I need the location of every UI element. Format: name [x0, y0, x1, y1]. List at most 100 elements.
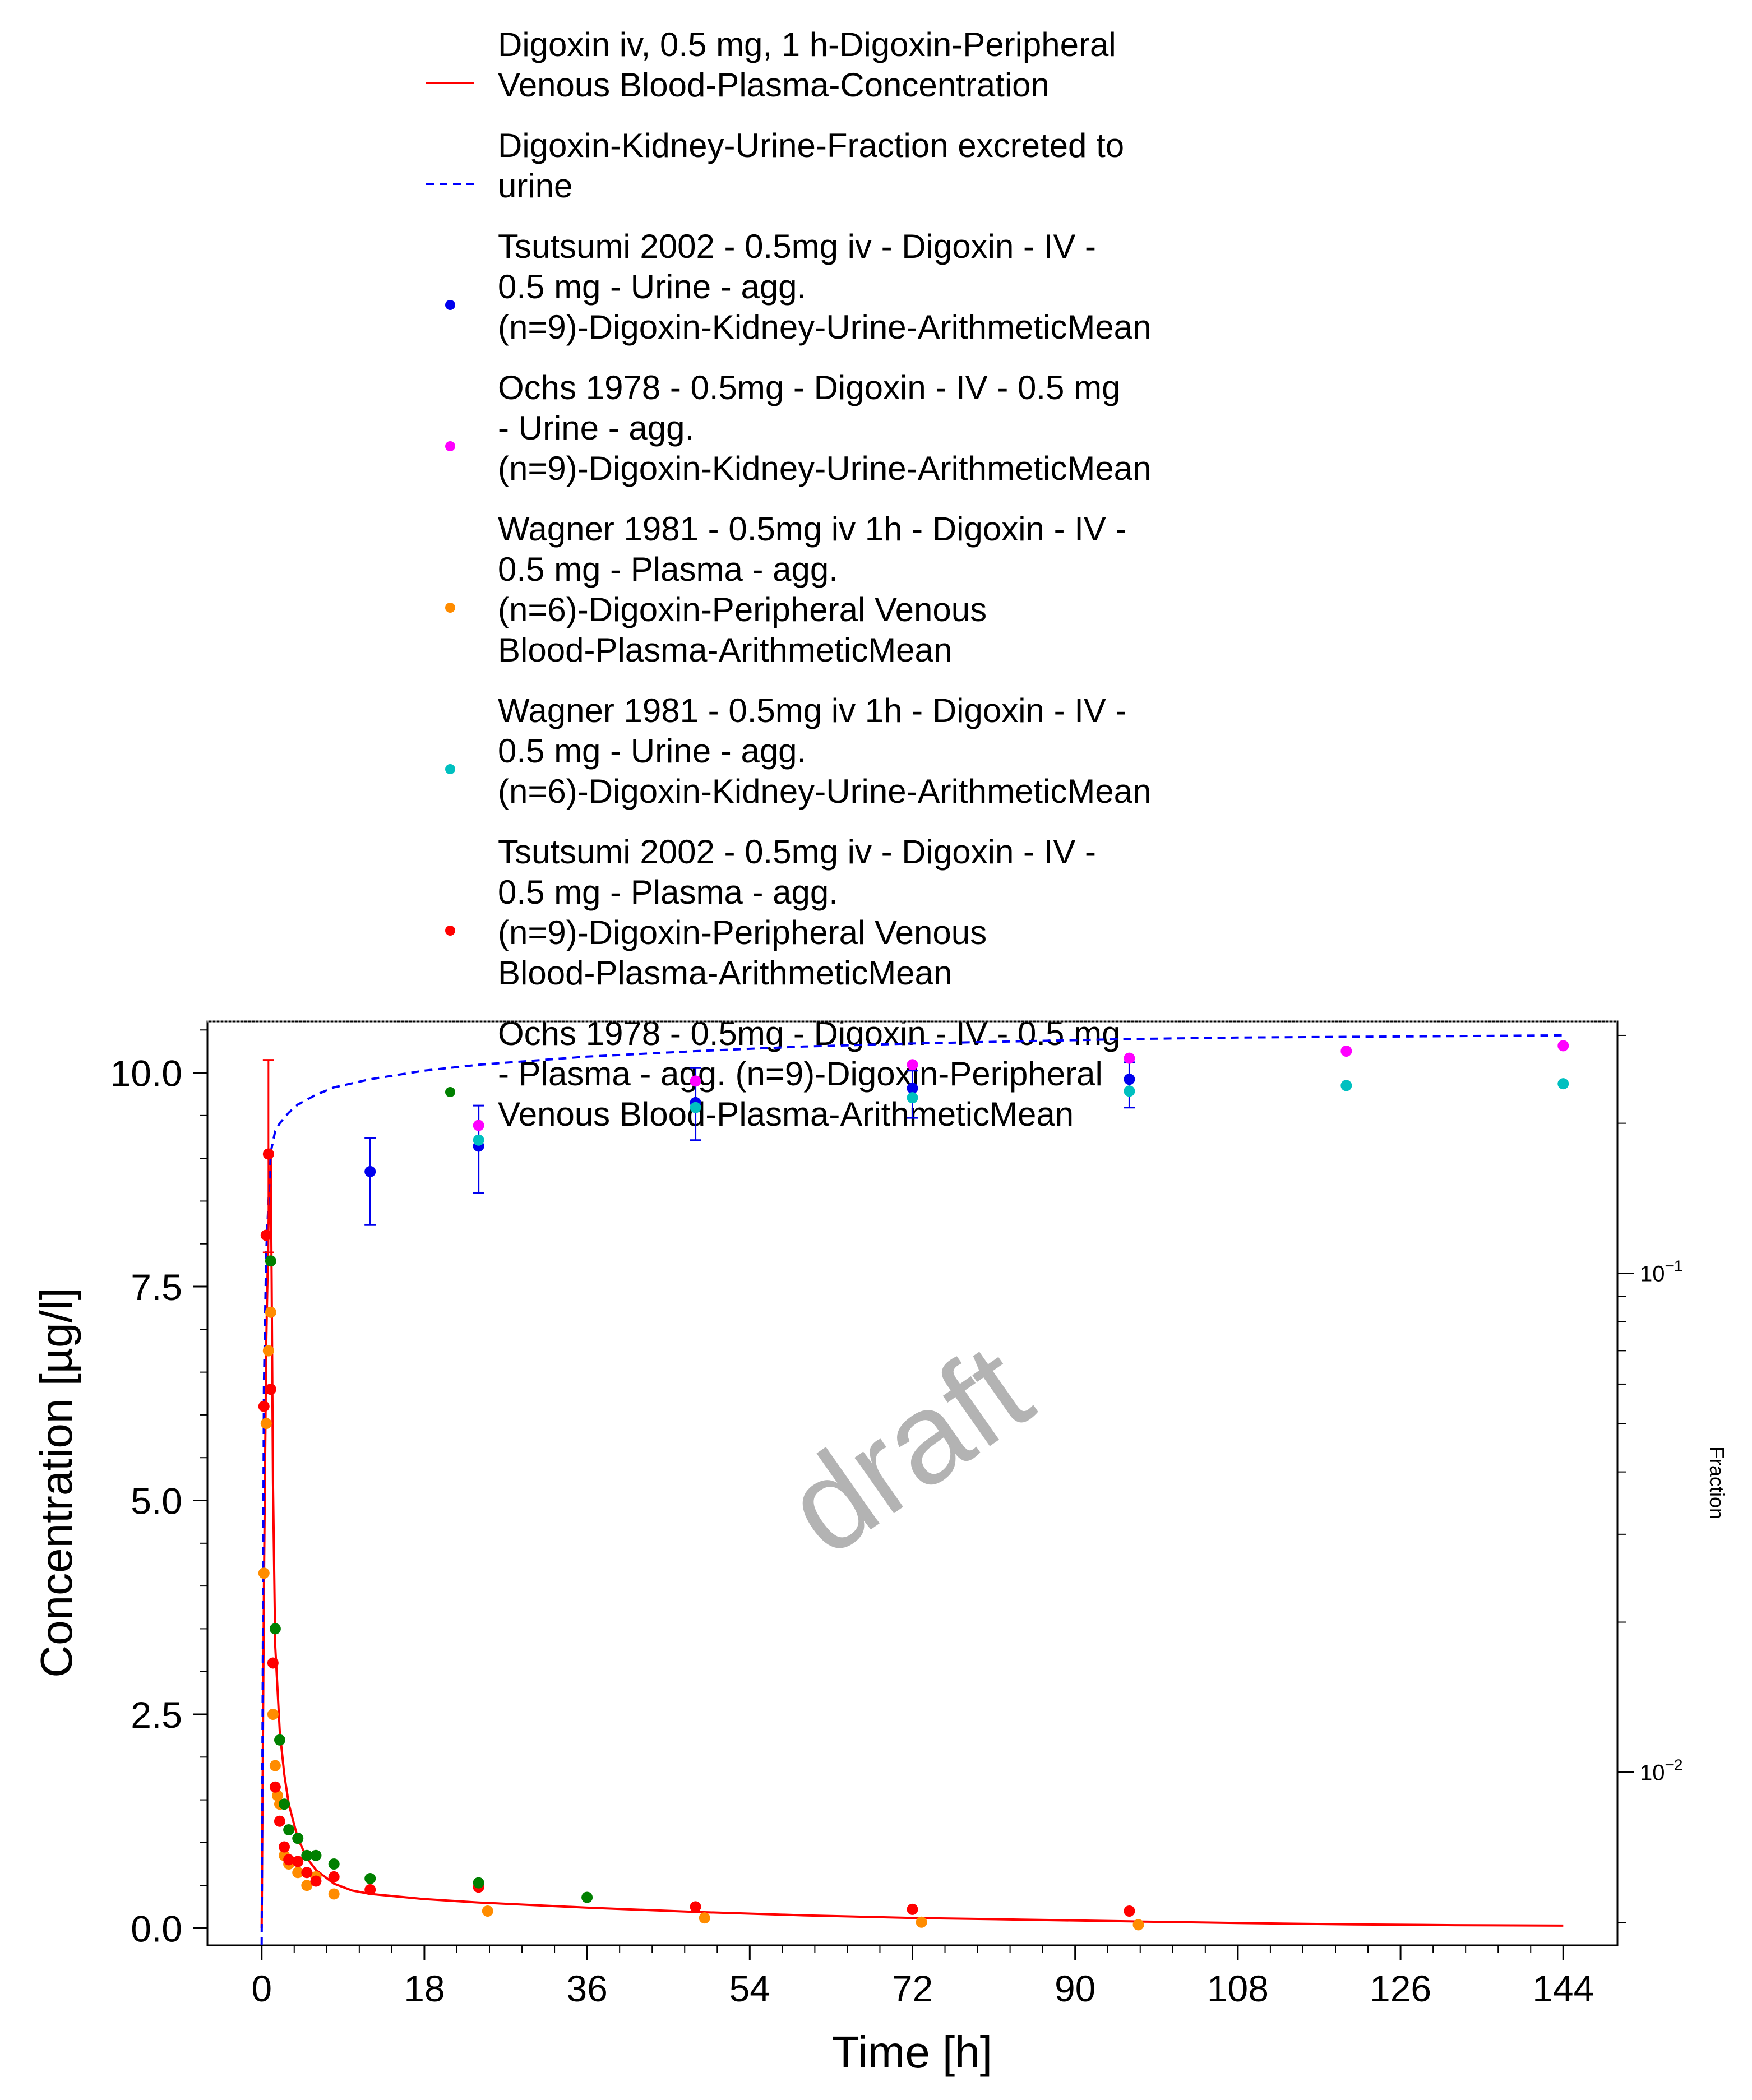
data-point	[482, 1905, 493, 1917]
legend-swatch-point	[445, 926, 455, 936]
data-point	[907, 1059, 918, 1071]
data-point	[269, 1781, 281, 1793]
data-point	[473, 1877, 484, 1889]
legend-entry-label: Digoxin iv, 0.5 mg, 1 h-Digoxin-Peripher…	[498, 26, 1116, 104]
data-point	[274, 1734, 285, 1746]
data-point	[1340, 1080, 1352, 1091]
y2-tick-label: 10−1	[1640, 1257, 1682, 1287]
data-point	[907, 1092, 918, 1104]
data-point	[1124, 1074, 1135, 1085]
y-tick-label: 0.0	[131, 1908, 182, 1949]
legend-swatch-point	[445, 764, 455, 774]
data-point	[292, 1867, 304, 1879]
data-point	[265, 1306, 276, 1318]
y-tick-label: 7.5	[131, 1266, 182, 1308]
data-point	[271, 1789, 283, 1801]
data-point	[269, 1760, 281, 1771]
legend-entry-label: Tsutsumi 2002 - 0.5mg iv - Digoxin - IV …	[498, 833, 1096, 992]
legend-entry-label: Wagner 1981 - 0.5mg iv 1h - Digoxin - IV…	[498, 510, 1127, 669]
data-point	[292, 1833, 304, 1844]
data-point	[1340, 1045, 1352, 1057]
legend-entry-label: Digoxin-Kidney-Urine-Fraction excreted t…	[498, 127, 1124, 205]
data-point	[1124, 1052, 1135, 1064]
data-point	[279, 1798, 290, 1810]
data-point	[267, 1709, 279, 1720]
data-point	[473, 1134, 484, 1146]
data-point	[690, 1102, 701, 1113]
y-axis-label: Concentration [µg/l]	[31, 1288, 81, 1677]
y-tick-label: 5.0	[131, 1481, 182, 1522]
legend-swatch-point	[445, 300, 455, 310]
data-point	[301, 1849, 313, 1861]
data-point	[1124, 1085, 1135, 1097]
data-point	[328, 1888, 340, 1900]
data-point	[699, 1912, 710, 1924]
data-point	[1557, 1040, 1569, 1052]
data-point	[310, 1849, 322, 1861]
data-point	[473, 1120, 484, 1131]
data-point	[301, 1880, 313, 1891]
data-point	[267, 1657, 279, 1669]
x-tick-label: 18	[404, 1968, 445, 2009]
y-tick-label: 10.0	[110, 1053, 182, 1094]
legend-swatch-point	[445, 441, 455, 451]
series-line	[260, 1034, 1564, 1946]
watermark-text: draft	[761, 1316, 1055, 1583]
x-tick-label: 126	[1370, 1968, 1431, 2009]
data-point	[690, 1901, 701, 1913]
data-point	[328, 1871, 340, 1882]
data-point	[1557, 1078, 1569, 1090]
legend-entry-label: Ochs 1978 - 0.5mg - Digoxin - IV - 0.5 m…	[498, 369, 1151, 487]
data-point	[364, 1165, 376, 1177]
data-point	[328, 1858, 340, 1870]
data-point	[260, 1418, 272, 1430]
x-tick-label: 72	[892, 1968, 933, 2009]
legend-swatch-point	[445, 1087, 455, 1097]
data-point	[907, 1903, 918, 1915]
marks	[258, 1034, 1569, 1946]
data-point	[292, 1856, 304, 1867]
legend-swatch-point	[445, 603, 455, 613]
data-point	[310, 1875, 322, 1887]
y-tick-label: 2.5	[131, 1694, 182, 1736]
data-point	[260, 1229, 272, 1241]
data-point	[907, 1083, 918, 1094]
series-line	[260, 1158, 1564, 1928]
x-axis-label: Time [h]	[832, 2027, 992, 2077]
data-point	[274, 1815, 285, 1827]
legend-entry-label: Ochs 1978 - 0.5mg - Digoxin - IV - 0.5 m…	[498, 1015, 1120, 1133]
data-point	[364, 1884, 376, 1895]
x-tick-label: 144	[1532, 1968, 1594, 2009]
data-point	[258, 1400, 270, 1412]
data-point	[258, 1567, 270, 1579]
data-point	[265, 1384, 276, 1395]
data-point	[916, 1916, 927, 1928]
data-point	[269, 1623, 281, 1635]
x-tick-label: 54	[729, 1968, 770, 2009]
data-point	[364, 1872, 376, 1884]
x-tick-label: 108	[1207, 1968, 1269, 2009]
data-point	[262, 1148, 274, 1160]
data-point	[265, 1255, 276, 1267]
data-point	[1124, 1905, 1135, 1917]
x-tick-label: 36	[566, 1968, 607, 2009]
y2-tick-label: 10−2	[1640, 1756, 1682, 1785]
data-point	[1132, 1919, 1144, 1931]
legend-entry-label: Tsutsumi 2002 - 0.5mg iv - Digoxin - IV …	[498, 228, 1151, 346]
y2-axis-label: Fraction	[1705, 1446, 1728, 1519]
x-tick-label: 90	[1055, 1968, 1095, 2009]
data-point	[279, 1841, 290, 1853]
legend-entry-label: Wagner 1981 - 0.5mg iv 1h - Digoxin - IV…	[498, 692, 1151, 810]
data-point	[283, 1824, 295, 1835]
data-point	[581, 1891, 593, 1903]
watermark-layer: draft	[761, 1316, 1055, 1583]
data-point	[690, 1075, 701, 1087]
data-point	[283, 1854, 295, 1866]
legend: Digoxin iv, 0.5 mg, 1 h-Digoxin-Peripher…	[426, 26, 1151, 1133]
data-point	[301, 1867, 313, 1879]
axes: 0 18 36 54 72 90 108 126 144 0.0 2.5 5.0 7.5 10.0 10−1…	[110, 1029, 1682, 2009]
data-point	[262, 1345, 274, 1357]
x-tick-label: 0	[251, 1968, 272, 2009]
